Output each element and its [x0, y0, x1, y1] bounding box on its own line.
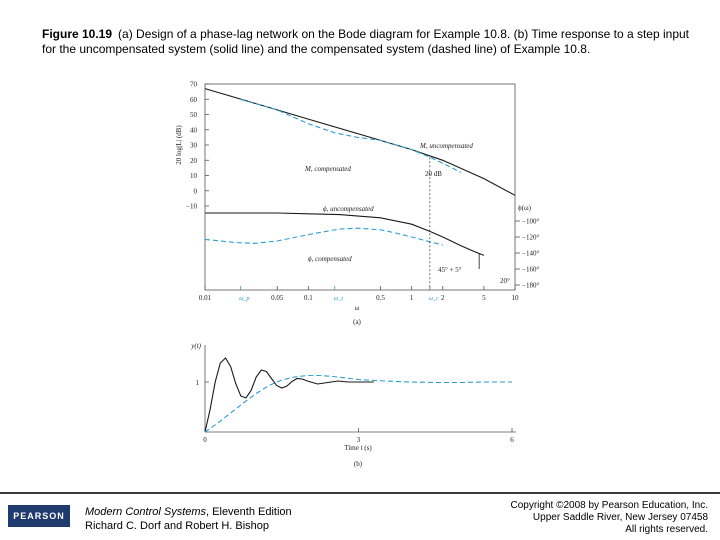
- bode-omega-label: ω_p: [239, 296, 249, 302]
- figure-caption: Figure 10.19 (a) Design of a phase-lag ne…: [42, 27, 692, 57]
- annotation-phase-margin: 45° + 5°: [438, 266, 462, 274]
- magnitude-compensated-line: [240, 98, 462, 173]
- bode-plot-frame: [204, 83, 516, 291]
- bode-omega-label: ω_z: [334, 296, 344, 302]
- bode-phase-axis-label: ϕ(ω): [518, 204, 532, 212]
- step-x-tick-label: 6: [510, 436, 514, 444]
- bode-x-tick-label: 0.1: [304, 294, 313, 302]
- step-compensated-line: [204, 374, 512, 433]
- phase-uncompensated-line: [205, 212, 485, 256]
- annotation-mag-compensated: M, compensated: [304, 165, 351, 173]
- copyright-notice: Copyright ©2008 by Pearson Education, In…: [511, 500, 709, 536]
- bode-phase-tick-label: −180°: [522, 282, 539, 290]
- bode-x-tick-label: 10: [512, 294, 520, 302]
- annotation-20deg: 20°: [500, 277, 510, 285]
- figure-caption-text: (a) Design of a phase-lag network on the…: [42, 27, 690, 56]
- step-y-axis-label: y(t): [190, 342, 201, 350]
- bode-mag-tick-label: 60: [190, 96, 198, 104]
- book-authors: Richard C. Dorf and Robert H. Bishop: [85, 520, 270, 532]
- bode-x-tick-label: 0.5: [376, 294, 385, 302]
- bode-mag-tick-label: 0: [194, 187, 198, 195]
- bode-phase-tick-label: −100°: [522, 218, 539, 226]
- step-panel-label: (b): [354, 460, 363, 468]
- footer-divider: [0, 492, 720, 494]
- bode-phase-tick-label: −120°: [522, 234, 539, 242]
- bode-mag-tick-label: −10: [186, 203, 197, 211]
- bode-omega-label: ω_c: [429, 296, 439, 302]
- pearson-logo: PEARSON: [8, 505, 70, 527]
- bode-mag-tick-label: 40: [190, 126, 198, 134]
- book-edition: , Eleventh Edition: [206, 506, 292, 518]
- step-x-axis-label: Time t (s): [344, 444, 372, 452]
- step-x-tick-label: 0: [203, 436, 207, 444]
- bode-mag-tick-label: 70: [190, 81, 198, 89]
- bode-phase-tick-label: −140°: [522, 250, 539, 258]
- annotation-phase-uncompensated: ϕ, uncompensated: [323, 205, 374, 213]
- annotation-phase-compensated: ϕ, compensated: [308, 255, 352, 263]
- annotation-20db: 20 dB: [425, 170, 442, 178]
- bode-mag-tick-label: 10: [190, 172, 198, 180]
- bode-x-tick-label: 0.05: [271, 294, 284, 302]
- step-y-tick-label: 1: [196, 379, 200, 387]
- book-info: Modern Control Systems, Eleventh Edition…: [85, 505, 292, 533]
- bode-x-tick-label: 1: [410, 294, 414, 302]
- bode-x-tick-label: 5: [482, 294, 486, 302]
- phase-compensated-line: [204, 227, 443, 246]
- bode-mag-axis-label: 20 log|L| (dB): [175, 125, 183, 165]
- bode-x-tick-label: 2: [441, 294, 445, 302]
- figure-label: Figure 10.19: [42, 27, 113, 41]
- bode-panel-label: (a): [353, 318, 361, 326]
- annotation-mag-uncompensated: M, uncompensated: [419, 142, 473, 150]
- bode-x-axis-label: ω: [355, 304, 360, 312]
- book-title: Modern Control Systems: [85, 506, 207, 518]
- bode-x-tick-label: 0.01: [199, 294, 212, 302]
- bode-mag-tick-label: 30: [190, 142, 198, 150]
- bode-phase-tick-label: −160°: [522, 266, 539, 274]
- bode-mag-tick-label: 20: [190, 157, 198, 165]
- copyright-line-2: Upper Saddle River, New Jersey 07458: [532, 512, 708, 523]
- copyright-line-1: Copyright ©2008 by Pearson Education, In…: [510, 500, 709, 511]
- step-x-tick-label: 3: [357, 436, 361, 444]
- copyright-line-3: All rights reserved.: [625, 524, 708, 535]
- step-uncompensated-line: [204, 357, 374, 433]
- bode-mag-tick-label: 50: [190, 111, 198, 119]
